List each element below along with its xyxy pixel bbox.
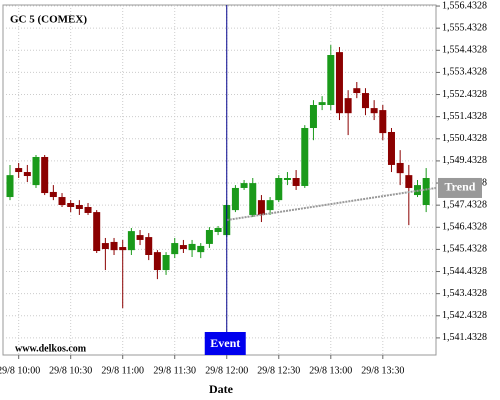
candle-body [179,245,187,250]
candle-body [379,110,387,134]
y-tick-label: 1,544.4328 [442,266,487,277]
y-tick-label: 1,556.4328 [442,0,487,11]
candle-body [422,178,430,205]
candle-body [301,128,309,186]
y-tick-label: 1,550.4328 [442,133,487,144]
candle-body [387,131,395,165]
candle-body [23,172,31,177]
candle-body [15,168,23,173]
y-tick-label: 1,553.4328 [442,67,487,78]
candle-body [101,243,109,250]
candle-body [171,243,179,255]
y-tick-label: 1,542.4328 [442,310,487,321]
y-tick-label: 1,541.4328 [442,332,487,343]
trend-line [226,186,437,222]
candle-body [249,183,257,215]
candle-body [153,252,161,271]
candle-body [119,247,127,251]
candle-body [292,178,300,186]
candle-body [266,200,274,211]
candle-body [353,88,361,94]
candle-body [214,228,222,232]
candle-body [32,156,40,186]
candle-body [335,52,343,114]
candle-body [361,93,369,109]
candle-body [318,102,326,105]
chart-title: GC 5 (COMEX) [10,14,87,26]
y-tick-label: 1,552.4328 [442,89,487,100]
trend-label: Trend [445,180,476,194]
candle-body [309,105,317,129]
candle-body [283,178,291,180]
candle-body [136,235,144,240]
y-tick-label: 1,554.4328 [442,45,487,56]
candle-body [405,175,413,188]
candle-body [49,191,57,198]
x-axis-title: Date [209,382,234,396]
candle-body [84,206,92,213]
candle-body [127,231,135,251]
candle-body [110,241,118,251]
candle-body [93,212,101,252]
watermark: www.delkos.com [15,343,87,354]
candle-body [75,205,83,209]
candle-body [231,187,239,211]
y-tick-label: 1,549.4328 [442,155,487,166]
x-tick-label: 29/8 11:00 [101,365,144,376]
x-tick-label: 29/8 13:30 [361,365,404,376]
candle-body [370,108,378,114]
event-label-box [204,332,246,355]
candle-body [188,243,196,251]
y-tick-label: 1,546.4328 [442,222,487,233]
y-tick-label: 1,547.4328 [442,199,487,210]
candle-body [396,162,404,174]
x-tick-label: 29/8 12:30 [257,365,300,376]
candle-body [197,245,205,253]
x-tick-label: 29/8 13:00 [309,365,352,376]
event-label: Event [210,336,240,350]
y-tick-label: 1,551.4328 [442,111,487,122]
trend-label-box [438,177,482,198]
x-tick-label: 29/8 12:00 [205,365,248,376]
candle-body [327,55,335,105]
y-tick-label: 1,545.4328 [442,244,487,255]
candle-body [41,156,49,194]
candle-body [344,98,352,114]
y-tick-label: 1,555.4328 [442,22,487,33]
candle-body [205,230,213,244]
x-tick-label: 29/8 11:30 [153,365,196,376]
candle-body [257,200,265,215]
candle-body [145,237,153,255]
x-tick-label: 29/8 10:00 [0,365,40,376]
candle-body [162,255,170,271]
candle-body [275,178,283,201]
candle-body [67,203,75,207]
candle-body [58,197,66,205]
x-tick-label: 29/8 10:30 [49,365,92,376]
candle-body [6,175,14,198]
y-tick-label: 1,543.4328 [442,288,487,299]
candle-body [240,183,248,188]
